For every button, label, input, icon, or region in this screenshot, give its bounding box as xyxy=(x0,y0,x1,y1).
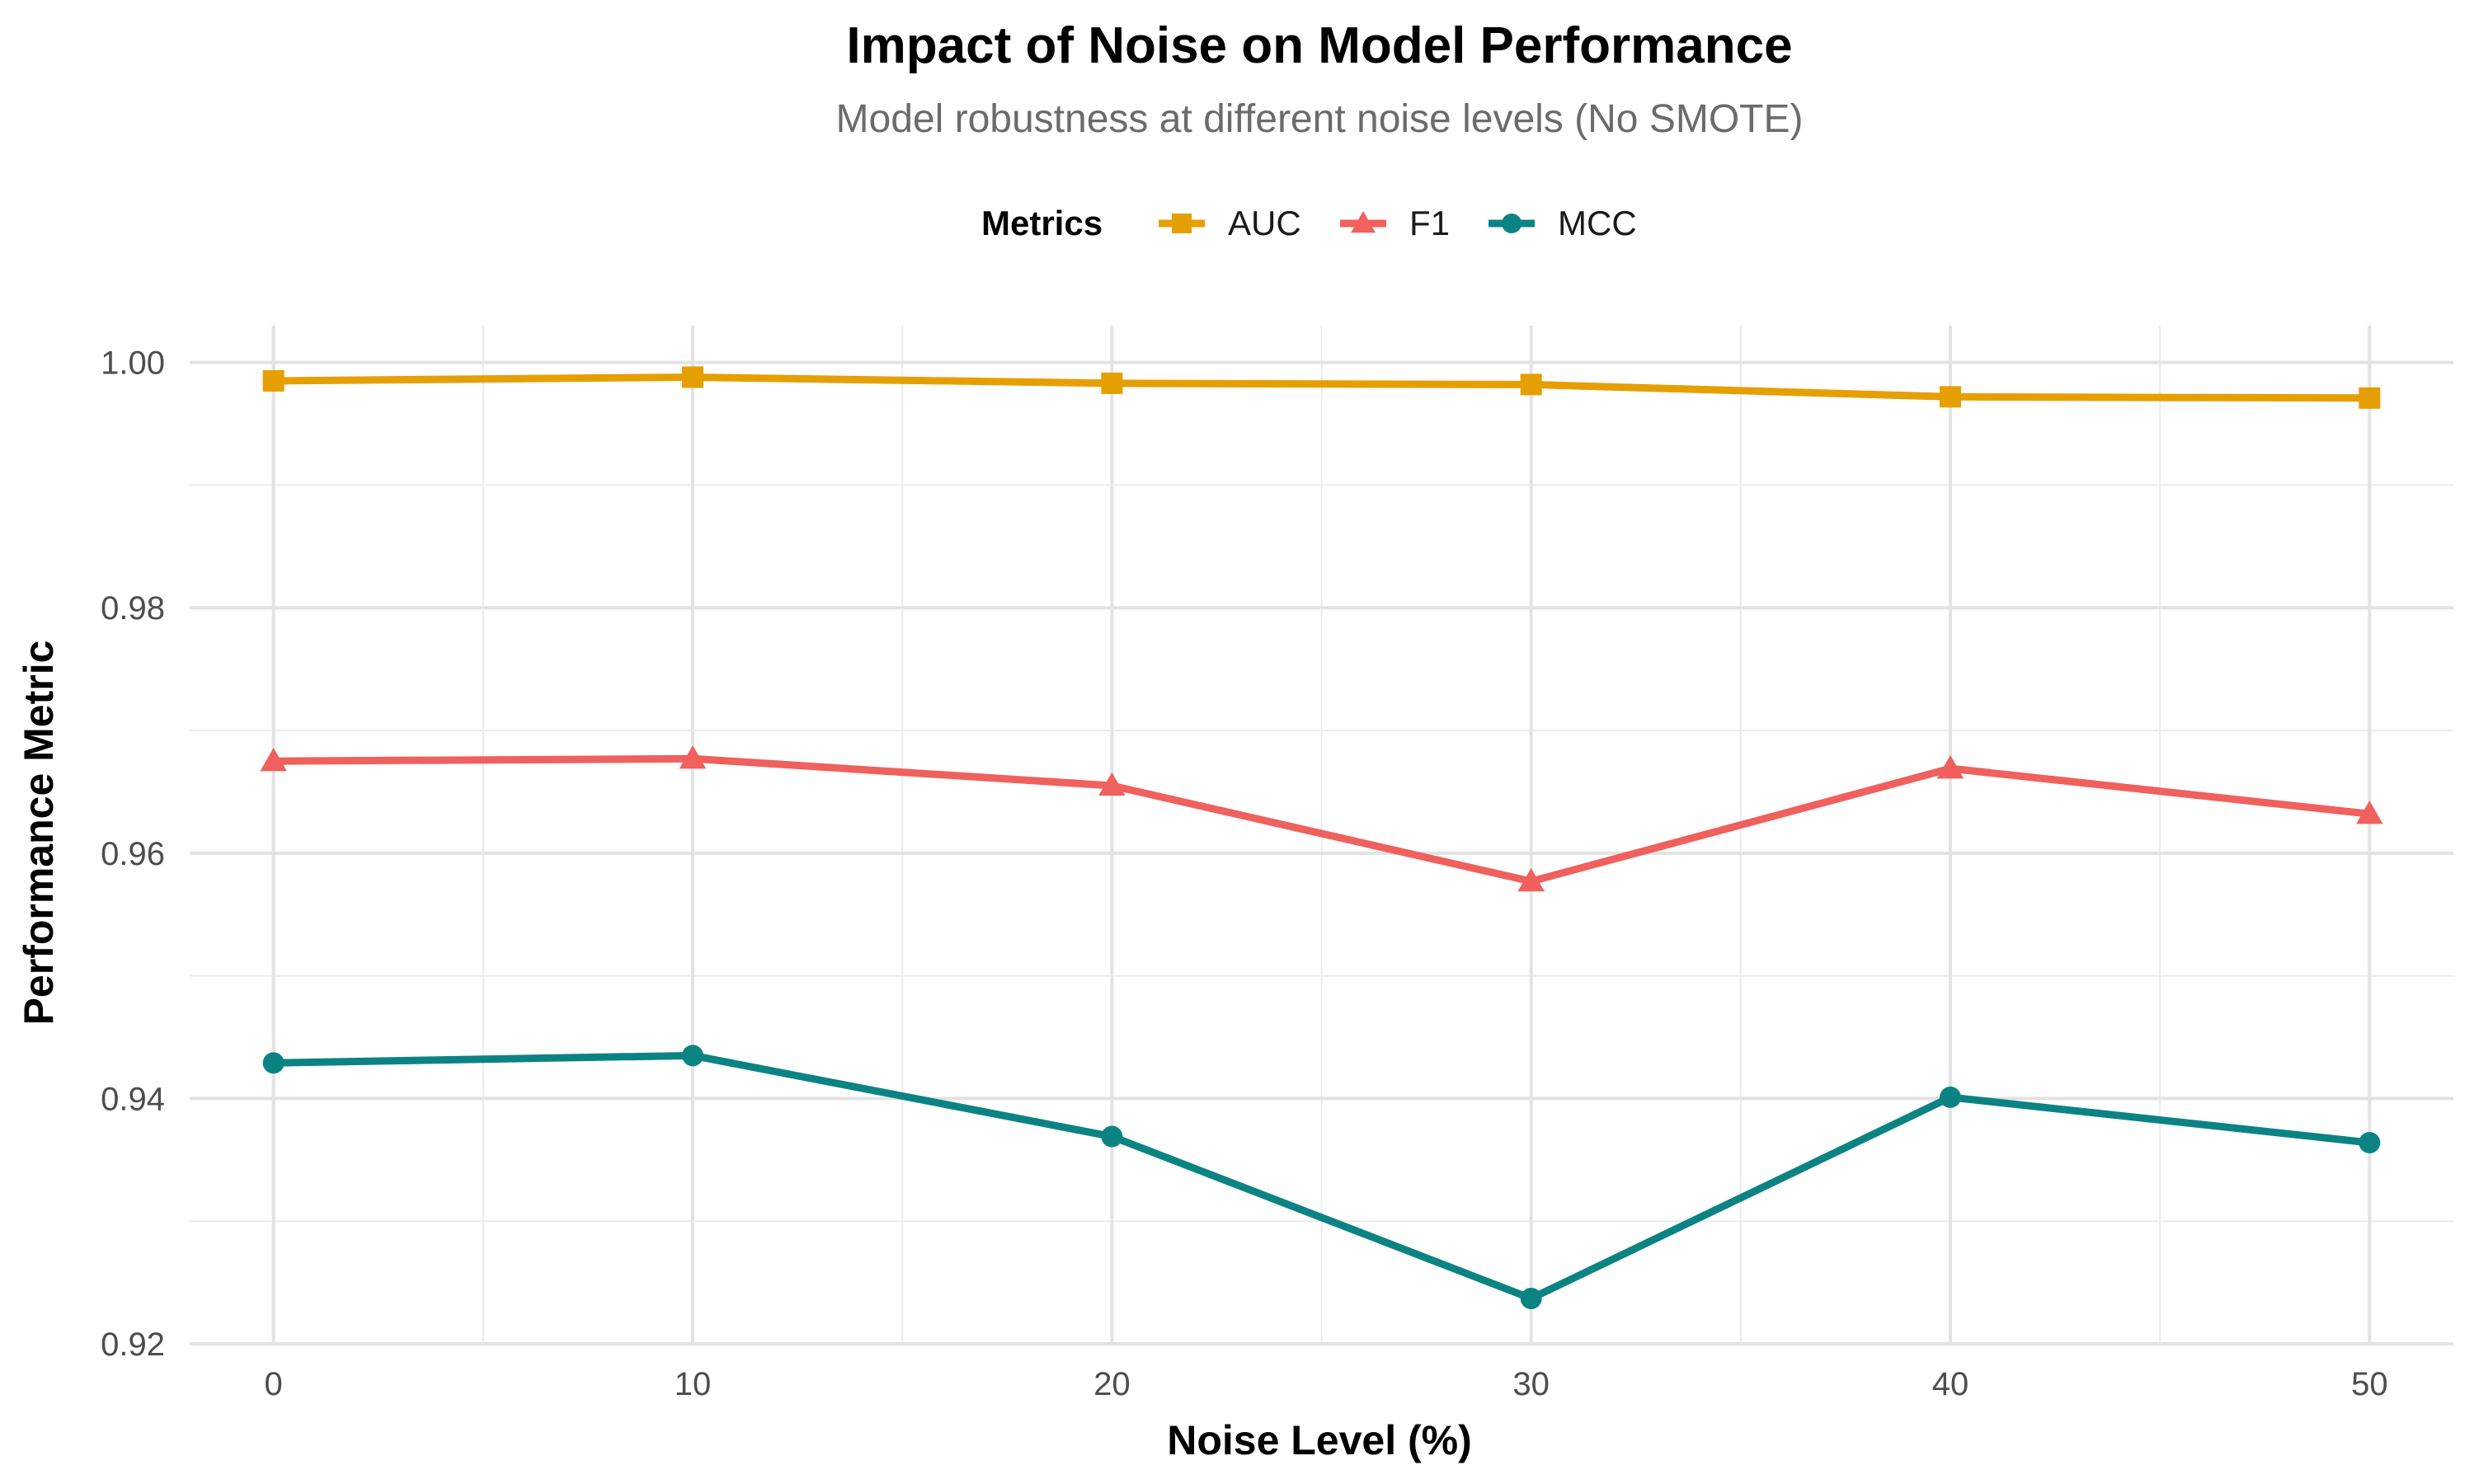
legend-item-f1: F1 xyxy=(1340,204,1450,242)
series-auc xyxy=(262,366,2381,409)
x-axis-title: Noise Level (%) xyxy=(1167,1417,1472,1463)
data-point-auc xyxy=(1101,372,1123,394)
legend-marker-auc xyxy=(1172,214,1192,233)
chart-subtitle: Model robustness at different noise leve… xyxy=(836,97,1804,141)
y-tick-label: 0.96 xyxy=(101,836,165,872)
x-tick-label: 50 xyxy=(2351,1366,2388,1402)
data-point-f1 xyxy=(1936,754,1964,779)
x-axis-ticks: 0 10 20 30 40 50 xyxy=(265,1366,2388,1402)
data-point-auc xyxy=(262,369,285,392)
data-point-auc xyxy=(2359,387,2381,409)
data-point-auc xyxy=(1940,386,1961,408)
y-tick-label: 1.00 xyxy=(101,345,165,382)
x-tick-label: 40 xyxy=(1932,1366,1969,1402)
data-point-f1 xyxy=(1517,867,1545,892)
x-tick-label: 10 xyxy=(675,1366,712,1402)
y-tick-label: 0.92 xyxy=(101,1327,165,1363)
series-line-f1 xyxy=(270,754,2373,885)
y-axis-ticks: 0.92 0.94 0.96 0.98 1.00 xyxy=(101,345,165,1363)
series-line-auc xyxy=(270,373,2373,402)
y-tick-label: 0.98 xyxy=(101,590,165,627)
series-mcc xyxy=(262,1045,2381,1309)
data-point-auc xyxy=(682,366,703,388)
legend-marker-mcc xyxy=(1502,214,1522,233)
x-tick-label: 20 xyxy=(1094,1366,1131,1402)
data-point-auc xyxy=(1520,373,1542,396)
chart-title: Impact of Noise on Model Performance xyxy=(846,17,1792,74)
data-point-mcc xyxy=(1940,1086,1961,1108)
legend-marker-f1 xyxy=(1351,211,1376,233)
x-tick-label: 0 xyxy=(265,1366,283,1402)
legend-item-auc: AUC xyxy=(1159,204,1301,242)
data-point-mcc xyxy=(1520,1287,1542,1309)
data-point-mcc xyxy=(2359,1131,2381,1153)
series-f1 xyxy=(260,744,2383,892)
legend-item-mcc: MCC xyxy=(1489,204,1637,242)
data-point-mcc xyxy=(262,1052,285,1074)
legend-title: Metrics xyxy=(981,204,1103,242)
series-layer xyxy=(260,366,2383,1309)
data-point-f1 xyxy=(2356,800,2383,824)
y-tick-label: 0.94 xyxy=(101,1081,165,1117)
data-point-mcc xyxy=(1101,1125,1123,1148)
data-point-f1 xyxy=(1098,772,1126,796)
legend-label-mcc: MCC xyxy=(1558,204,1637,242)
x-tick-label: 30 xyxy=(1512,1366,1550,1402)
legend-label-auc: AUC xyxy=(1228,204,1301,242)
data-point-mcc xyxy=(682,1045,703,1067)
legend: Metrics AUC F1 MCC xyxy=(981,204,1637,242)
y-axis-title: Performance Metric xyxy=(16,641,62,1026)
data-point-f1 xyxy=(679,744,707,769)
legend-label-f1: F1 xyxy=(1409,204,1450,242)
data-point-f1 xyxy=(260,747,287,772)
grid xyxy=(190,326,2453,1345)
series-line-mcc xyxy=(270,1051,2373,1303)
